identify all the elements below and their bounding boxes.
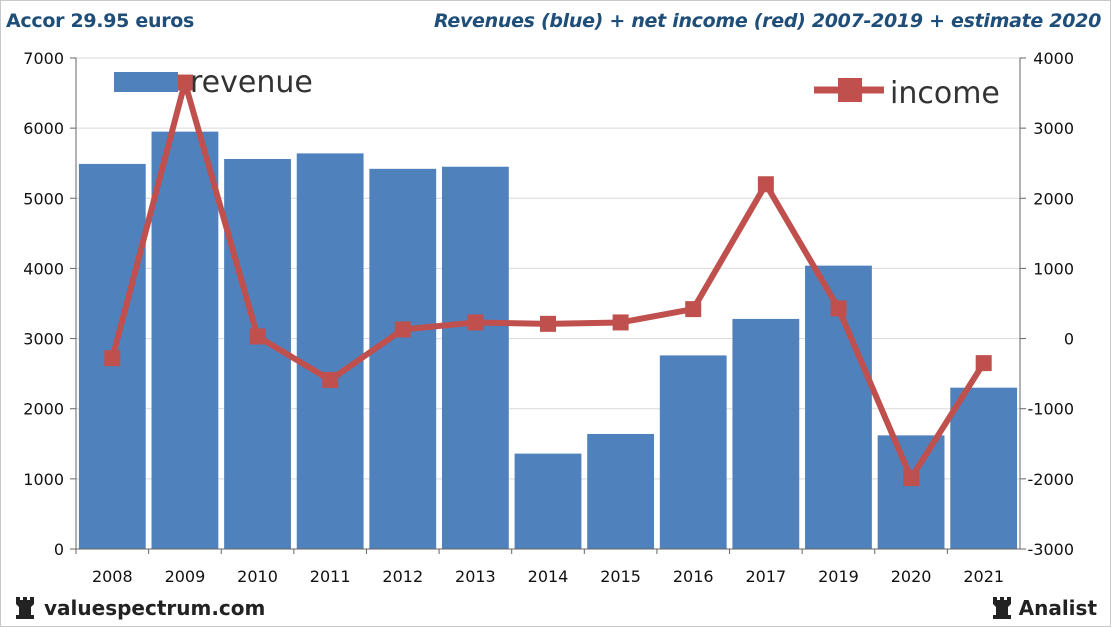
revenue-bar: [514, 453, 582, 549]
left-tick-label: 2000: [23, 400, 64, 419]
footer-brand-text: Analist: [1018, 596, 1097, 620]
rook-icon: [992, 597, 1011, 619]
x-tick-label: 2015: [600, 567, 641, 586]
right-tick-label: 3000: [1033, 119, 1074, 138]
legend-income-marker: [838, 78, 862, 102]
right-tick-label: -1000: [1028, 400, 1075, 419]
right-tick-label: 4000: [1033, 49, 1074, 68]
x-tick-label: 2010: [237, 567, 278, 586]
income-marker: [394, 321, 411, 338]
income-marker: [176, 74, 193, 91]
chart-title: Revenues (blue) + net income (red) 2007-…: [433, 10, 1101, 32]
income-line: [104, 74, 992, 487]
axis-layer: 0 1000 2000 3000 4000 5000 6000 7000 -3000 -2000 -…: [23, 49, 1074, 586]
left-tick-label: 0: [54, 540, 64, 559]
x-tick-label: 2021: [963, 567, 1004, 586]
income-marker: [249, 328, 266, 345]
income-marker: [903, 470, 920, 487]
x-tick-label: 2020: [891, 567, 932, 586]
x-tick-label: 2012: [382, 567, 423, 586]
revenue-bar: [659, 355, 727, 549]
footer-brand: Analist: [991, 595, 1097, 621]
right-tick-label: 1000: [1033, 259, 1074, 278]
left-tick-label: 7000: [23, 49, 64, 68]
x-tick-label: 2008: [92, 567, 133, 586]
income-marker: [757, 176, 774, 193]
legend-income-label: income: [890, 76, 1000, 111]
income-marker: [975, 355, 992, 372]
x-tick-label: 2014: [528, 567, 569, 586]
legend-revenue-label: revenue: [190, 65, 313, 100]
revenue-bar: [296, 153, 364, 549]
left-tick-label: 1000: [23, 470, 64, 489]
x-tick-label: 2017: [745, 567, 786, 586]
revenue-bar: [950, 387, 1018, 549]
legend: revenue income: [114, 65, 1000, 111]
income-marker: [322, 371, 339, 388]
left-tick-label: 5000: [23, 189, 64, 208]
income-marker: [685, 301, 702, 318]
right-tick-label: -3000: [1028, 540, 1075, 559]
revenue-bar: [151, 131, 219, 549]
income-marker: [467, 314, 484, 331]
x-tick-label: 2019: [818, 567, 859, 586]
left-tick-label: 4000: [23, 259, 64, 278]
revenue-bar: [224, 159, 291, 549]
legend-revenue-swatch: [114, 72, 178, 92]
chart-header-left: Accor 29.95 euros: [6, 10, 195, 32]
footer-site: valuespectrum.com: [14, 595, 265, 621]
footer-site-text: valuespectrum.com: [44, 596, 266, 620]
right-tick-label: -2000: [1028, 470, 1075, 489]
x-tick-label: 2016: [673, 567, 714, 586]
x-tick-label: 2011: [310, 567, 351, 586]
revenue-bar: [587, 433, 655, 549]
income-marker: [612, 314, 629, 331]
right-tick-label: 2000: [1033, 189, 1074, 208]
left-tick-label: 3000: [23, 330, 64, 349]
revenue-bar: [441, 166, 509, 549]
income-marker: [540, 315, 556, 332]
rook-icon: [16, 597, 34, 619]
x-tick-label: 2009: [165, 567, 206, 586]
right-tick-label: 0: [1064, 330, 1074, 349]
x-tick-label: 2013: [455, 567, 496, 586]
revenue-bar: [369, 168, 437, 549]
left-tick-label: 6000: [23, 119, 64, 138]
income-marker: [830, 300, 847, 317]
income-marker: [104, 350, 121, 367]
revenue-bar: [877, 435, 945, 549]
revenue-bar: [732, 318, 800, 549]
